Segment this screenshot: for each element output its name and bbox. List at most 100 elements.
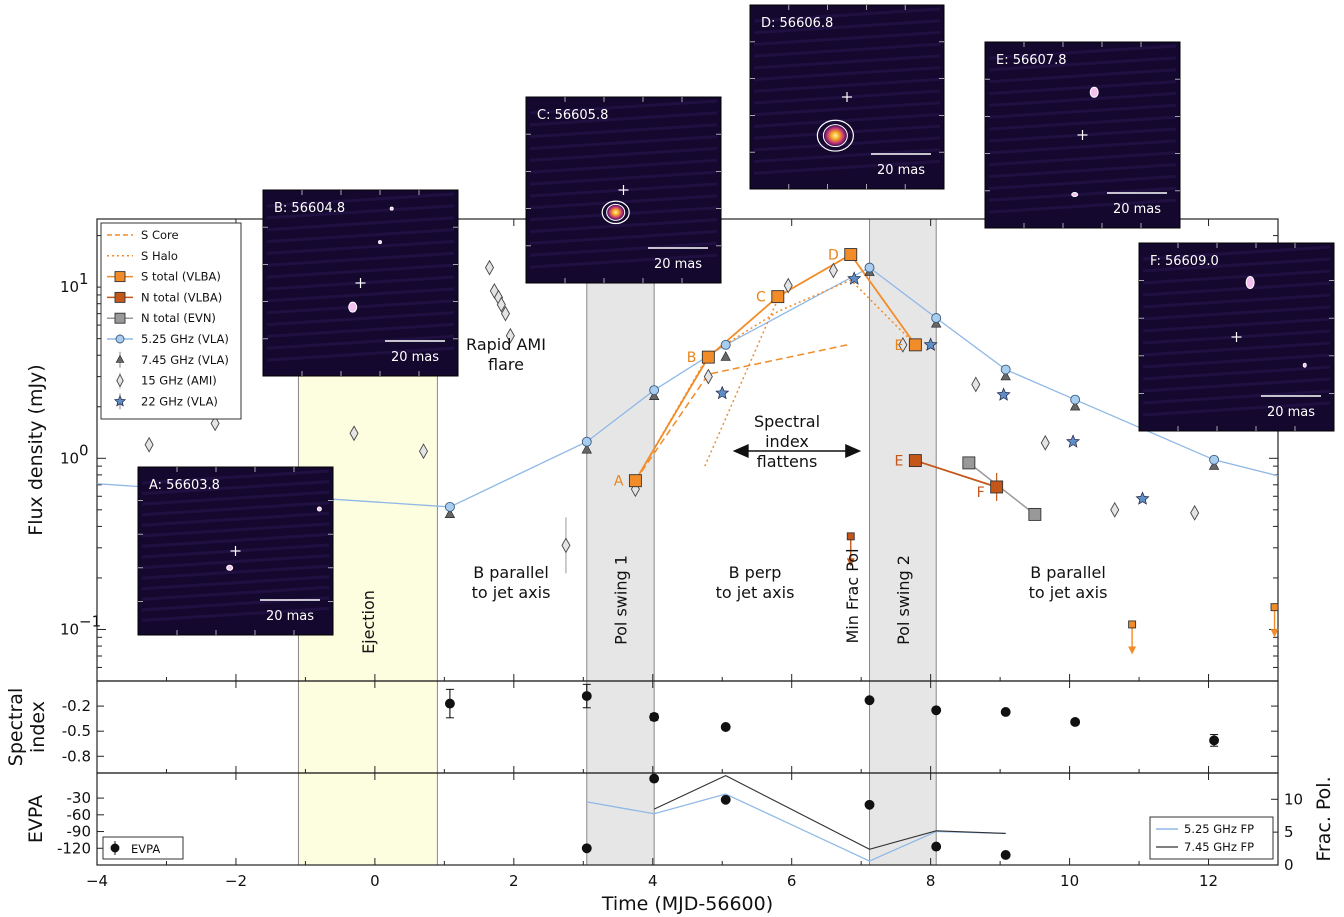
vla525-point xyxy=(649,385,660,396)
x-tick-label: 8 xyxy=(926,872,936,890)
legend-label: 7.45 GHz (VLA) xyxy=(141,353,229,367)
vla525-point xyxy=(1070,394,1081,405)
evpa-point xyxy=(1000,850,1011,860)
inset-contour xyxy=(816,119,854,152)
inset-source xyxy=(226,564,234,571)
inset-texture xyxy=(266,299,455,315)
inset-texture xyxy=(266,239,455,255)
vla745-point xyxy=(1208,459,1220,470)
upper-limit-arrow xyxy=(846,558,855,567)
y-tick-label: 10 xyxy=(60,278,79,296)
band-1 xyxy=(586,219,655,865)
ami15-point xyxy=(349,425,359,442)
band-2 xyxy=(869,219,937,865)
ami15-point xyxy=(484,259,495,276)
s-total-point xyxy=(701,350,715,364)
legend-label: S total (VLBA) xyxy=(141,270,221,284)
x-tick-label: 4 xyxy=(648,872,658,890)
inset-source xyxy=(1302,362,1307,368)
x-tick-label: 2 xyxy=(509,872,519,890)
vla22-point xyxy=(923,337,938,351)
panel-frame-si xyxy=(96,680,1279,774)
ami15-point xyxy=(828,262,838,279)
inset-source xyxy=(822,124,848,148)
ami15-point xyxy=(1190,504,1200,521)
fp745-legend-label: 7.45 GHz FP xyxy=(1184,840,1254,854)
fp525-legend-label: 5.25 GHz FP xyxy=(1184,822,1254,836)
inset-texture xyxy=(753,66,941,82)
inset-texture xyxy=(1142,401,1331,417)
inset-texture xyxy=(988,56,1177,72)
x-axis-label: Time (MJD-56600) xyxy=(601,893,773,915)
ami15-point xyxy=(418,443,429,460)
inset-texture xyxy=(753,101,941,117)
evpa-tick-label: -120 xyxy=(57,839,91,857)
n-vlba-label: F xyxy=(977,485,985,501)
fp-y-label: Frac. Pol. xyxy=(1313,776,1335,861)
s-total-point xyxy=(771,290,785,304)
inset-texture xyxy=(988,163,1177,179)
panel-frame-ev xyxy=(96,772,1279,866)
inset-texture xyxy=(141,575,330,591)
vla745-point xyxy=(1000,370,1011,381)
inset-title: B: 56604.8 xyxy=(274,201,345,216)
inset-texture xyxy=(988,80,1177,96)
s-total-label: B xyxy=(687,350,697,366)
annotation-2-line: B parallel xyxy=(473,563,549,582)
annotation-1-line: flattens xyxy=(757,452,818,471)
ami15-point xyxy=(1040,434,1050,451)
fp-tick-label: 10 xyxy=(1284,790,1303,808)
evpa-point xyxy=(931,841,942,852)
inset-texture xyxy=(753,54,941,70)
inset-texture xyxy=(1142,365,1331,381)
annotation-3-line: B perp xyxy=(729,563,782,582)
inset-texture xyxy=(141,564,330,580)
si-point xyxy=(864,695,875,706)
legend-label: 22 GHz (VLA) xyxy=(141,394,218,408)
si-point xyxy=(1070,717,1081,727)
n-vlba-point xyxy=(908,454,922,468)
legend-marker xyxy=(114,291,126,303)
inset-texture xyxy=(266,334,455,350)
annotation-5-line: B parallel xyxy=(1030,563,1106,582)
inset-texture xyxy=(753,136,941,152)
evpa-tick-label: -90 xyxy=(67,823,92,841)
vla745-point xyxy=(648,390,660,400)
si-point xyxy=(720,722,731,732)
inset-source xyxy=(378,240,382,245)
legend-item-n_vlba: N total (VLBA) xyxy=(107,290,222,304)
s-halo-line-2 xyxy=(704,298,779,467)
x-tick-label: −4 xyxy=(86,872,108,890)
legend-item-s_total: S total (VLBA) xyxy=(107,270,221,284)
annotation-2-line: to jet axis xyxy=(472,583,551,602)
inset-source xyxy=(1245,275,1255,289)
inset-d: D: 56606.8 20 mas xyxy=(749,4,945,190)
inset-texture xyxy=(988,103,1177,119)
vla525-point xyxy=(720,339,731,350)
inset-texture xyxy=(529,218,718,234)
inset-texture xyxy=(1142,293,1331,309)
y-tick-exp: 0 xyxy=(79,441,89,459)
y-tick-label: 10 xyxy=(60,449,79,467)
inset-scale-label: 20 mas xyxy=(266,609,314,624)
n-evn-point xyxy=(1028,507,1042,521)
legend-item-s_halo: S Halo xyxy=(107,249,178,263)
inset-texture xyxy=(141,606,330,622)
annotation-1-line: index xyxy=(765,432,809,451)
inset-texture xyxy=(141,585,330,601)
vla745-point xyxy=(444,508,456,519)
inset-texture xyxy=(529,194,718,210)
inset-texture xyxy=(266,204,455,220)
inset-texture xyxy=(988,186,1177,202)
s-total-point xyxy=(844,248,858,261)
inset-texture xyxy=(1142,281,1331,297)
ami15-point xyxy=(505,327,515,344)
s-total-label: C xyxy=(756,290,766,306)
x-tick-label: 10 xyxy=(1060,872,1079,890)
inset-title: D: 56606.8 xyxy=(761,16,833,31)
inset-texture xyxy=(988,115,1177,131)
si-point xyxy=(581,691,592,702)
legend-marker xyxy=(113,395,127,407)
